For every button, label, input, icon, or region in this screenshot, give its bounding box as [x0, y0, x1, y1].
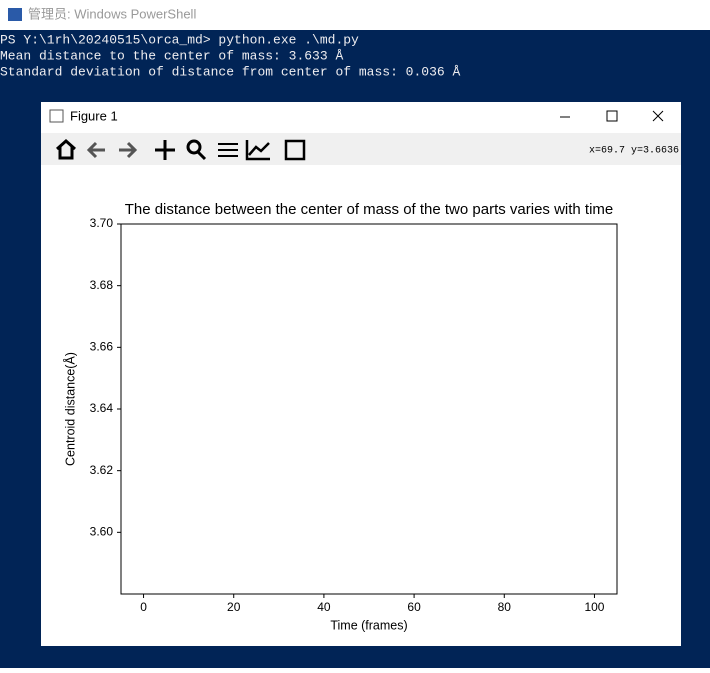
subplots-button[interactable]	[218, 143, 238, 157]
y-axis-label: Centroid distance(Å)	[62, 352, 77, 466]
ps-icon	[8, 8, 22, 21]
x-tick-label: 60	[407, 600, 421, 614]
save-button[interactable]	[284, 139, 306, 161]
zoom-button[interactable]	[186, 139, 202, 155]
figure-icon	[49, 109, 64, 123]
console-line: PS Y:\1rh\20240515\orca_md> python.exe .…	[0, 32, 359, 47]
back-button[interactable]	[86, 141, 105, 159]
figure-title: Figure 1	[70, 108, 118, 123]
x-tick-label: 0	[140, 600, 147, 614]
y-tick-label: 3.70	[90, 216, 114, 230]
x-axis-label: Time (frames)	[330, 618, 407, 632]
zoom-handle	[196, 150, 207, 161]
x-tick-label: 40	[317, 600, 331, 614]
maximize-button[interactable]	[606, 110, 618, 122]
x-tick-label: 80	[498, 600, 512, 614]
chart-title: The distance between the center of mass …	[125, 201, 614, 218]
cursor-status: x=69.7 y=3.6636	[589, 146, 679, 157]
home-button[interactable]	[56, 138, 76, 160]
y-tick-label: 3.60	[90, 525, 114, 539]
y-tick-label: 3.62	[90, 463, 114, 477]
axes-button[interactable]	[245, 140, 270, 161]
console-line: Mean distance to the center of mass: 3.6…	[0, 48, 343, 63]
forward-button[interactable]	[119, 141, 138, 159]
figure-window	[41, 102, 681, 646]
x-tick-label: 100	[584, 600, 604, 614]
console-line: Standard deviation of distance from cent…	[0, 64, 460, 79]
close-button[interactable]	[652, 110, 664, 122]
x-tick-label: 20	[227, 600, 241, 614]
toolbar	[41, 133, 681, 165]
plot-frame	[120, 223, 618, 595]
y-tick-label: 3.64	[90, 401, 114, 415]
titlebar	[0, 0, 710, 30]
y-tick-label: 3.66	[90, 340, 114, 354]
pan-button[interactable]	[155, 140, 175, 160]
window-title: 管理员: Windows PowerShell	[28, 6, 196, 21]
y-tick-label: 3.68	[90, 278, 114, 292]
